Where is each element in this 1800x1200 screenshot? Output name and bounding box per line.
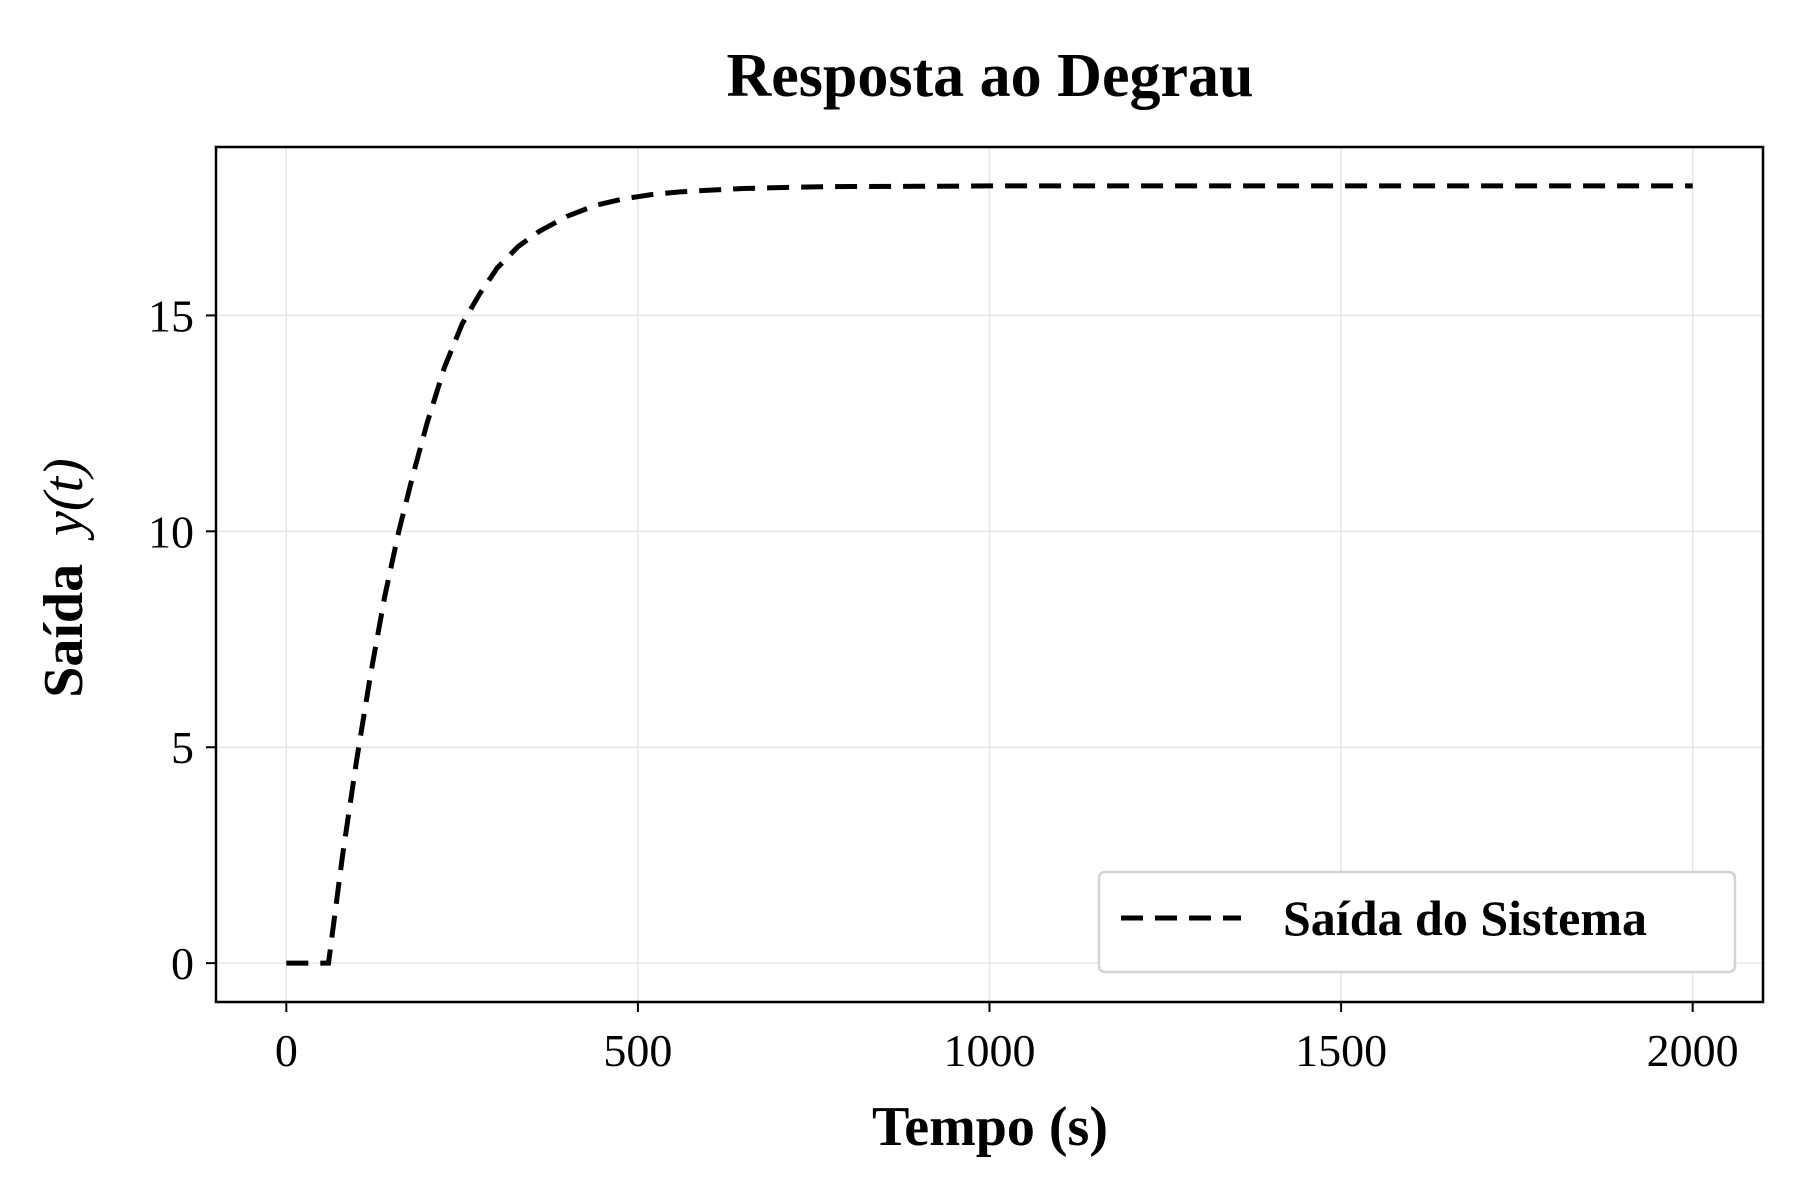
- y-axis-label-math: y(t): [33, 458, 95, 541]
- x-tick-label: 1000: [944, 1025, 1036, 1076]
- x-axis-label: Tempo (s): [872, 1096, 1108, 1158]
- y-axis-ticks: 0 5 10 15: [148, 290, 216, 989]
- legend-label: Saída do Sistema: [1283, 890, 1647, 946]
- y-axis-label: Saída y(t): [33, 458, 95, 698]
- x-tick-label: 2000: [1647, 1025, 1739, 1076]
- legend: Saída do Sistema: [1097, 870, 1737, 974]
- y-tick-label: 0: [171, 938, 194, 989]
- legend-box: [1097, 870, 1737, 974]
- chart-title: Resposta ao Degrau: [727, 42, 1254, 110]
- x-tick-label: 1500: [1295, 1025, 1387, 1076]
- y-tick-label: 5: [171, 722, 194, 773]
- y-axis-label-text: Saída: [33, 564, 95, 698]
- y-tick-label: 15: [148, 290, 194, 341]
- x-tick-label: 0: [275, 1025, 298, 1076]
- x-axis-ticks: 0 500 1000 1500 2000: [275, 1002, 1739, 1076]
- x-tick-label: 500: [603, 1025, 672, 1076]
- grid-lines: [216, 147, 1763, 1002]
- y-tick-label: 10: [148, 506, 194, 557]
